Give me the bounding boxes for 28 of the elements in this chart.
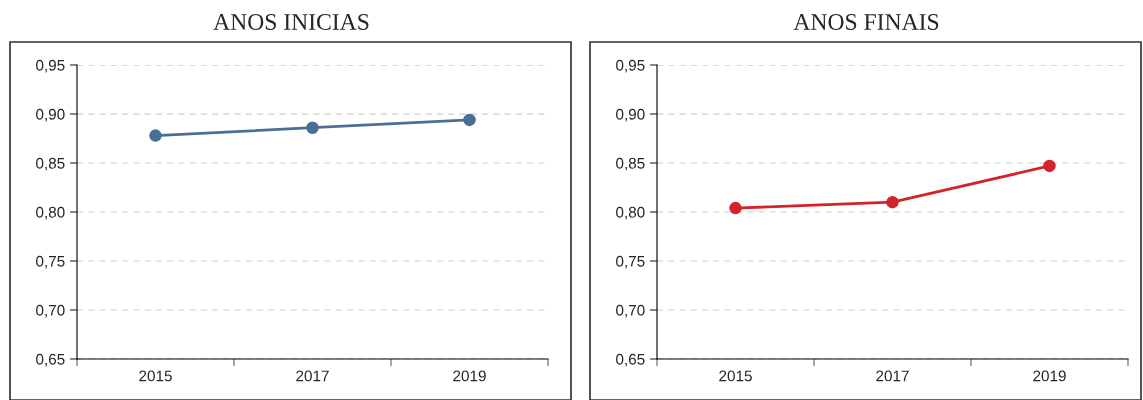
x-tick-label: 2019	[453, 370, 486, 382]
x-tick-label: 2019	[1033, 370, 1066, 382]
y-tick-label: 0,75	[36, 255, 65, 269]
y-tick-label: 0,75	[616, 255, 645, 269]
x-tick-label: 2015	[719, 370, 752, 382]
y-tick-label: 0,70	[616, 304, 645, 318]
point	[149, 129, 162, 142]
x-tick-label: 2017	[876, 370, 909, 382]
point	[729, 201, 742, 215]
x-tick-label: 2015	[139, 370, 172, 382]
y-tick-label: 0,80	[36, 206, 65, 220]
point	[1043, 159, 1056, 173]
y-tick-label: 0,85	[616, 157, 645, 171]
y-tick-label: 0,95	[616, 59, 645, 73]
y-tick-label: 0,90	[36, 108, 65, 122]
chart-title: ANOS INICIAS	[213, 14, 369, 30]
point	[306, 121, 319, 134]
y-tick-label: 0,80	[616, 206, 645, 220]
y-tick-label: 0,70	[36, 304, 65, 318]
point	[886, 195, 899, 209]
y-tick-label: 0,90	[616, 108, 645, 122]
y-tick-label: 0,95	[36, 59, 65, 73]
y-tick-label: 0,65	[616, 353, 645, 367]
y-tick-label: 0,85	[36, 157, 65, 171]
x-tick-label: 2017	[296, 370, 329, 382]
chart-title: ANOS FINAIS	[793, 14, 939, 30]
point	[463, 113, 476, 127]
y-tick-label: 0,65	[36, 353, 65, 367]
